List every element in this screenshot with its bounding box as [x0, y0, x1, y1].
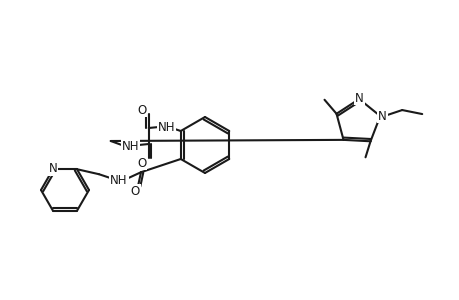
Text: O: O [137, 103, 146, 116]
Text: NH: NH [157, 121, 175, 134]
Text: O: O [130, 185, 140, 198]
Text: NH: NH [110, 174, 128, 187]
Text: NH: NH [122, 140, 139, 152]
Text: N: N [354, 92, 363, 104]
Text: O: O [137, 157, 146, 169]
Text: N: N [49, 162, 57, 175]
Text: N: N [377, 110, 386, 122]
